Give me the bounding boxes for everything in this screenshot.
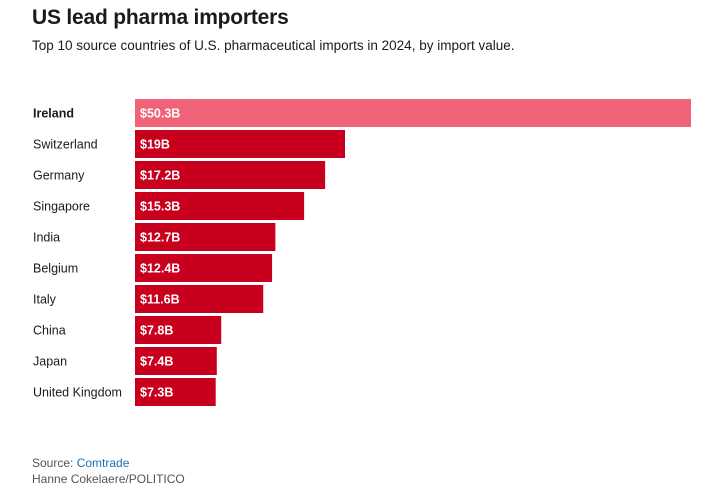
category-label-belgium: Belgium [33, 262, 78, 276]
value-label-singapore: $15.3B [140, 200, 180, 214]
chart-footer: Source: Comtrade Hanne Cokelaere/POLITIC… [32, 455, 185, 487]
value-label-belgium: $12.4B [140, 262, 180, 276]
bar-united-kingdom [135, 378, 216, 406]
category-label-united-kingdom: United Kingdom [33, 386, 122, 400]
category-label-japan: Japan [33, 355, 67, 369]
category-label-china: China [33, 324, 66, 338]
bar-italy [135, 285, 264, 313]
category-label-india: India [33, 231, 60, 245]
category-label-singapore: Singapore [33, 200, 90, 214]
bar-chart: Ireland $50.3B Switzerland $19B Germany $17.2… [33, 99, 691, 406]
category-label-italy: Italy [33, 293, 57, 307]
bar-japan [135, 347, 217, 375]
category-label-germany: Germany [33, 169, 85, 183]
value-label-india: $12.7B [140, 231, 180, 245]
chart-subtitle: Top 10 source countries of U.S. pharmace… [32, 38, 515, 53]
value-label-united-kingdom: $7.3B [140, 386, 173, 400]
value-label-switzerland: $19B [140, 138, 170, 152]
category-label-switzerland: Switzerland [33, 138, 98, 152]
bar-india [135, 223, 276, 251]
bar-germany [135, 161, 326, 189]
bar-switzerland [135, 130, 346, 158]
source-link[interactable]: Comtrade [76, 456, 130, 470]
bar-ireland [135, 99, 691, 127]
value-label-ireland: $50.3B [140, 107, 180, 121]
value-label-japan: $7.4B [140, 355, 173, 369]
credit-line: Hanne Cokelaere/POLITICO [32, 472, 185, 486]
value-label-germany: $17.2B [140, 169, 180, 183]
chart-title: US lead pharma importers [32, 6, 289, 29]
bar-singapore [135, 192, 305, 220]
value-label-italy: $11.6B [140, 293, 180, 307]
bar-china [135, 316, 222, 344]
value-label-china: $7.8B [140, 324, 173, 338]
bar-belgium [135, 254, 273, 282]
source-prefix: Source: [32, 456, 77, 470]
category-label-ireland: Ireland [33, 107, 74, 121]
source-line: Source: Comtrade [32, 455, 185, 471]
